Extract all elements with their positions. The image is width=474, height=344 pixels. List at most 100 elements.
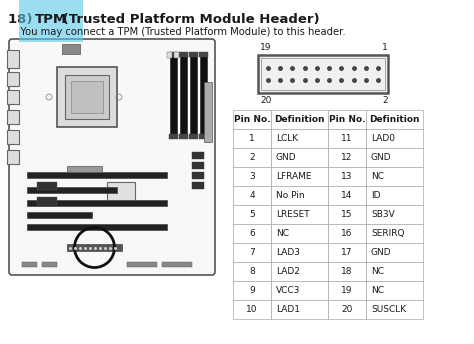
Text: LAD0: LAD0 xyxy=(371,134,395,143)
Bar xyxy=(233,205,271,224)
Bar xyxy=(37,197,57,205)
Bar xyxy=(366,167,423,186)
Bar xyxy=(27,187,117,193)
Bar xyxy=(366,205,423,224)
Bar xyxy=(179,52,188,57)
Bar xyxy=(27,172,167,178)
Bar xyxy=(204,82,212,142)
Text: No Pin: No Pin xyxy=(276,191,305,200)
Text: Pin No.: Pin No. xyxy=(329,115,365,124)
Bar xyxy=(271,281,328,300)
Text: LAD1: LAD1 xyxy=(276,305,300,314)
Bar xyxy=(127,262,157,267)
Text: Pin No.: Pin No. xyxy=(234,115,270,124)
Bar xyxy=(180,52,187,137)
Bar xyxy=(169,52,178,57)
Text: VCC3: VCC3 xyxy=(276,286,301,295)
Text: (Trusted Platform Module Header): (Trusted Platform Module Header) xyxy=(58,13,319,26)
Bar xyxy=(199,134,208,139)
Bar xyxy=(37,182,57,190)
Text: 6: 6 xyxy=(249,229,255,238)
Bar xyxy=(233,129,271,148)
Bar xyxy=(271,224,328,243)
Bar xyxy=(328,110,366,129)
Text: 9: 9 xyxy=(249,286,255,295)
Text: 14: 14 xyxy=(341,191,353,200)
Bar xyxy=(366,148,423,167)
Text: 5: 5 xyxy=(249,210,255,219)
Bar xyxy=(366,243,423,262)
Text: 17: 17 xyxy=(341,248,353,257)
Bar xyxy=(233,110,271,129)
Bar xyxy=(233,167,271,186)
Bar xyxy=(170,52,177,137)
Text: 7: 7 xyxy=(249,248,255,257)
Bar xyxy=(27,200,167,206)
Bar xyxy=(7,130,19,144)
Bar xyxy=(189,134,198,139)
Bar xyxy=(62,44,80,54)
Bar xyxy=(366,110,423,129)
Bar xyxy=(192,172,204,179)
Text: 3: 3 xyxy=(249,172,255,181)
Text: NC: NC xyxy=(371,267,384,276)
Text: NC: NC xyxy=(371,172,384,181)
Bar xyxy=(271,300,328,319)
Bar xyxy=(328,300,366,319)
Text: LAD2: LAD2 xyxy=(276,267,300,276)
Bar xyxy=(233,186,271,205)
Bar xyxy=(328,186,366,205)
Bar xyxy=(328,281,366,300)
Bar xyxy=(328,167,366,186)
Text: LCLK: LCLK xyxy=(276,134,298,143)
Bar xyxy=(366,300,423,319)
Bar xyxy=(189,52,198,57)
Bar xyxy=(258,55,388,93)
Bar xyxy=(328,243,366,262)
Bar xyxy=(7,72,19,86)
Text: 18): 18) xyxy=(8,13,37,26)
Bar xyxy=(192,152,204,159)
Bar xyxy=(71,81,103,113)
Bar xyxy=(233,224,271,243)
Bar xyxy=(169,134,178,139)
Text: 12: 12 xyxy=(341,153,353,162)
Bar xyxy=(366,262,423,281)
Text: SERIRQ: SERIRQ xyxy=(371,229,404,238)
Bar xyxy=(57,67,117,127)
Text: Definition: Definition xyxy=(369,115,420,124)
Text: TPM: TPM xyxy=(35,13,67,26)
Text: SUSCLK: SUSCLK xyxy=(371,305,406,314)
Bar xyxy=(7,110,19,124)
Bar xyxy=(271,129,328,148)
Bar xyxy=(271,110,328,129)
Bar xyxy=(366,186,423,205)
Bar xyxy=(67,244,122,251)
Bar xyxy=(65,75,109,119)
Bar xyxy=(328,262,366,281)
Bar xyxy=(162,262,192,267)
Text: 19: 19 xyxy=(260,43,272,52)
Bar xyxy=(179,134,188,139)
Text: GND: GND xyxy=(371,153,392,162)
Text: 2: 2 xyxy=(383,96,388,105)
Bar xyxy=(271,167,328,186)
Bar xyxy=(167,52,172,58)
Bar xyxy=(67,166,102,172)
Bar xyxy=(200,52,207,137)
Text: NC: NC xyxy=(371,286,384,295)
Bar xyxy=(261,58,385,90)
Bar xyxy=(27,224,167,230)
Text: LFRAME: LFRAME xyxy=(276,172,311,181)
Text: SB3V: SB3V xyxy=(371,210,395,219)
Bar xyxy=(174,52,179,58)
Text: LRESET: LRESET xyxy=(276,210,310,219)
Bar xyxy=(233,148,271,167)
Text: 13: 13 xyxy=(341,172,353,181)
Bar xyxy=(192,162,204,169)
Bar xyxy=(7,90,19,104)
Bar xyxy=(7,50,19,68)
Bar xyxy=(7,150,19,164)
Bar xyxy=(199,52,208,57)
Bar xyxy=(27,212,92,218)
